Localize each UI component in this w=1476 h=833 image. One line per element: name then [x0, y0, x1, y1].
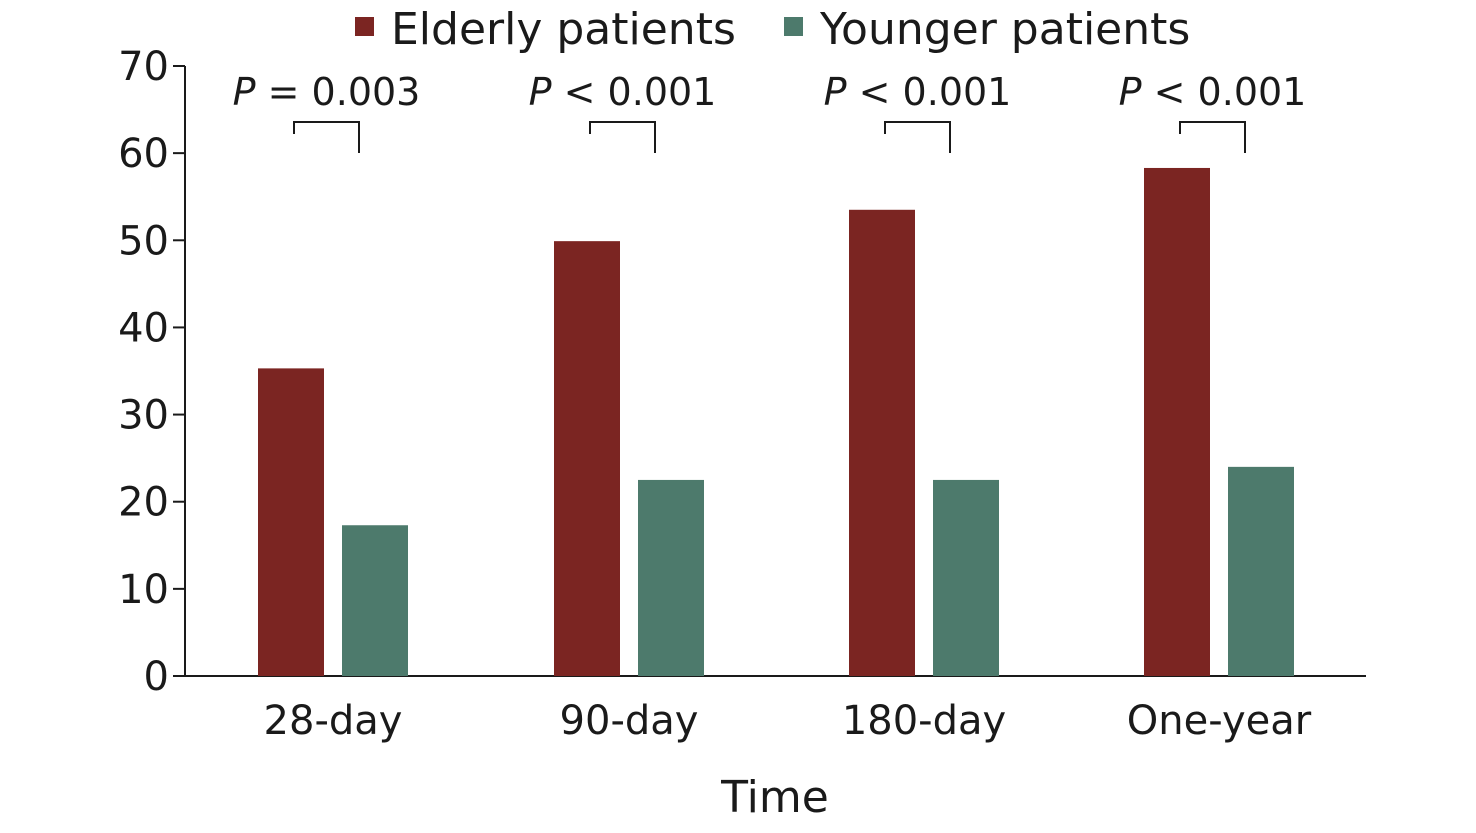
bar-elderly-2 [849, 209, 915, 677]
significance-bracket [884, 121, 951, 153]
bars [258, 167, 1294, 677]
legend-label-younger: Younger patients [819, 4, 1190, 55]
bar-elderly-3 [1144, 167, 1210, 676]
significance-annotations: P = 0.003 P < 0.001 P < 0.001 P < 0.001 [233, 70, 1307, 153]
y-tick-label: 0 [144, 654, 169, 700]
y-tick-label: 50 [118, 218, 169, 264]
x-axis-title: Time [720, 772, 829, 823]
y-tick-label: 30 [118, 393, 169, 439]
bar-elderly-0 [258, 368, 324, 676]
bar-younger-0 [342, 525, 408, 676]
significance-bracket [293, 121, 360, 153]
legend-swatch-elderly [355, 17, 374, 36]
axes: 0 10 20 30 40 50 60 70 28-day 90-day 180-day One-ye… [118, 44, 1366, 744]
x-tick-label: 180-day [842, 698, 1006, 744]
y-tick-label: 10 [118, 567, 169, 613]
significance-bracket [1179, 121, 1246, 153]
bar-elderly-1 [554, 241, 620, 676]
x-tick-label: 28-day [264, 698, 403, 744]
p-value-label: P < 0.001 [529, 70, 717, 114]
significance-bracket [589, 121, 656, 153]
y-tick-label: 20 [118, 480, 169, 526]
x-tick-label: 90-day [560, 698, 699, 744]
y-tick-label: 60 [118, 131, 169, 177]
p-value-label: P = 0.003 [233, 70, 421, 114]
bar-younger-2 [933, 479, 999, 676]
bar-younger-3 [1228, 466, 1294, 676]
bar-younger-1 [638, 479, 704, 676]
y-tick-label: 70 [118, 44, 169, 90]
p-value-label: P < 0.001 [824, 70, 1012, 114]
p-value-label: P < 0.001 [1119, 70, 1307, 114]
legend: Elderly patients Younger patients [355, 4, 1190, 55]
legend-swatch-younger [784, 17, 803, 36]
legend-label-elderly: Elderly patients [391, 4, 736, 55]
x-tick-label: One-year [1127, 698, 1312, 744]
y-tick-label: 40 [118, 305, 169, 351]
